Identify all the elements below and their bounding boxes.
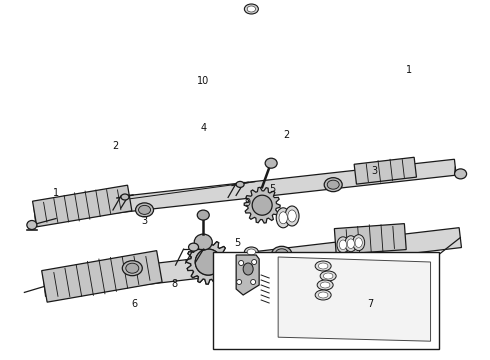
Ellipse shape: [245, 4, 258, 14]
Ellipse shape: [276, 208, 290, 228]
Ellipse shape: [197, 210, 209, 220]
Ellipse shape: [345, 236, 357, 252]
Ellipse shape: [27, 220, 37, 230]
Text: 1: 1: [406, 65, 412, 75]
Ellipse shape: [265, 158, 277, 168]
Polygon shape: [244, 187, 280, 223]
Ellipse shape: [315, 261, 331, 271]
Ellipse shape: [194, 234, 212, 250]
Text: 5: 5: [269, 184, 275, 194]
Polygon shape: [236, 255, 259, 295]
Ellipse shape: [239, 261, 244, 266]
Text: 7: 7: [367, 299, 373, 309]
Ellipse shape: [455, 169, 466, 179]
Text: 8: 8: [171, 279, 177, 289]
Text: 4: 4: [200, 123, 206, 133]
Ellipse shape: [323, 273, 333, 279]
Ellipse shape: [195, 249, 221, 275]
Ellipse shape: [327, 180, 339, 189]
Ellipse shape: [189, 243, 198, 251]
Ellipse shape: [324, 178, 342, 192]
Ellipse shape: [340, 240, 346, 249]
Ellipse shape: [121, 194, 129, 200]
Ellipse shape: [136, 203, 153, 217]
Ellipse shape: [315, 290, 331, 300]
Text: 10: 10: [197, 76, 210, 86]
Ellipse shape: [251, 279, 256, 284]
Polygon shape: [186, 240, 230, 284]
Ellipse shape: [237, 279, 242, 284]
Polygon shape: [278, 257, 431, 341]
Ellipse shape: [236, 181, 244, 188]
Ellipse shape: [122, 261, 142, 276]
Text: 5: 5: [235, 238, 241, 248]
Ellipse shape: [139, 205, 150, 215]
Ellipse shape: [252, 260, 257, 265]
Polygon shape: [334, 224, 406, 255]
Ellipse shape: [355, 238, 362, 247]
Ellipse shape: [318, 263, 328, 269]
Ellipse shape: [404, 291, 414, 300]
Ellipse shape: [247, 6, 256, 12]
Bar: [213, 252, 439, 349]
Polygon shape: [43, 228, 462, 296]
Ellipse shape: [190, 247, 226, 277]
Polygon shape: [34, 159, 456, 222]
Text: 9: 9: [245, 198, 250, 208]
Ellipse shape: [195, 249, 221, 275]
Polygon shape: [354, 157, 416, 184]
Text: 6: 6: [132, 299, 138, 309]
Ellipse shape: [337, 237, 349, 253]
Ellipse shape: [353, 235, 365, 251]
Ellipse shape: [247, 249, 256, 255]
Ellipse shape: [347, 239, 354, 248]
Ellipse shape: [243, 263, 253, 275]
Text: 1: 1: [53, 188, 59, 198]
Ellipse shape: [318, 292, 328, 298]
Ellipse shape: [126, 263, 139, 273]
Polygon shape: [186, 240, 230, 284]
Polygon shape: [32, 185, 132, 227]
Text: 2: 2: [112, 141, 118, 151]
Text: 3: 3: [142, 216, 147, 226]
Text: 3: 3: [372, 166, 378, 176]
Ellipse shape: [285, 206, 299, 226]
Ellipse shape: [275, 249, 288, 259]
Ellipse shape: [245, 247, 258, 257]
Ellipse shape: [279, 212, 288, 224]
Ellipse shape: [272, 246, 292, 261]
Ellipse shape: [288, 210, 296, 222]
Polygon shape: [42, 251, 162, 302]
Ellipse shape: [252, 195, 272, 215]
Ellipse shape: [320, 271, 336, 281]
Ellipse shape: [320, 282, 330, 288]
Ellipse shape: [317, 280, 333, 290]
Text: 2: 2: [284, 130, 290, 140]
